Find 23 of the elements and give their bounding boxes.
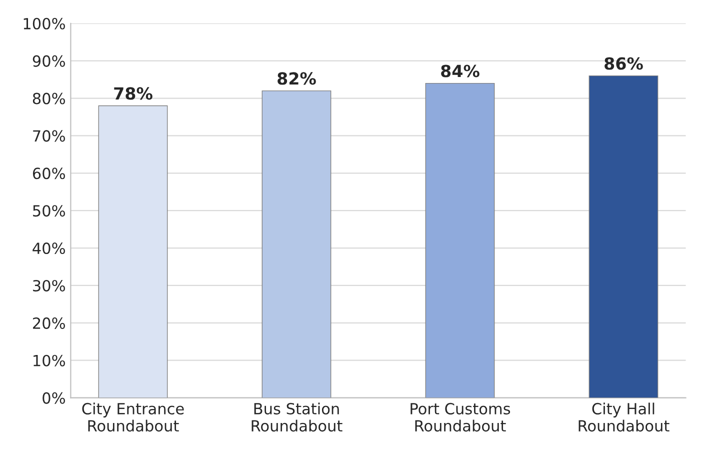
y-tick-label: 100%: [24, 18, 65, 30]
y-tick-label: 90%: [32, 55, 65, 67]
y-tick-label: 10%: [34, 354, 65, 366]
y-tick-label: 20%: [33, 317, 65, 329]
y-tick-label: 70%: [33, 130, 65, 142]
bar: [262, 90, 332, 398]
y-tick-label: 60%: [32, 168, 65, 180]
data-label: 84%: [441, 64, 480, 78]
y-tick-label: 40%: [32, 242, 65, 254]
x-tick-label: Bus Station Roundabout: [252, 402, 342, 432]
data-label: 78%: [114, 87, 152, 100]
data-label: 86%: [604, 57, 643, 70]
bar: [425, 82, 495, 398]
y-tick-label: 0%: [42, 392, 65, 404]
y-tick-label: 80%: [32, 92, 65, 104]
y-tick-label: 30%: [33, 280, 65, 292]
data-label: 82%: [278, 72, 316, 85]
y-tick-label: 50%: [33, 205, 65, 217]
x-tick-label: City Hall Roundabout: [578, 402, 670, 432]
x-tick-label: City Entrance Roundabout: [82, 402, 184, 432]
bar: [588, 75, 658, 398]
x-tick-label: Port Customs Roundabout: [410, 402, 510, 432]
bar: [98, 105, 168, 398]
